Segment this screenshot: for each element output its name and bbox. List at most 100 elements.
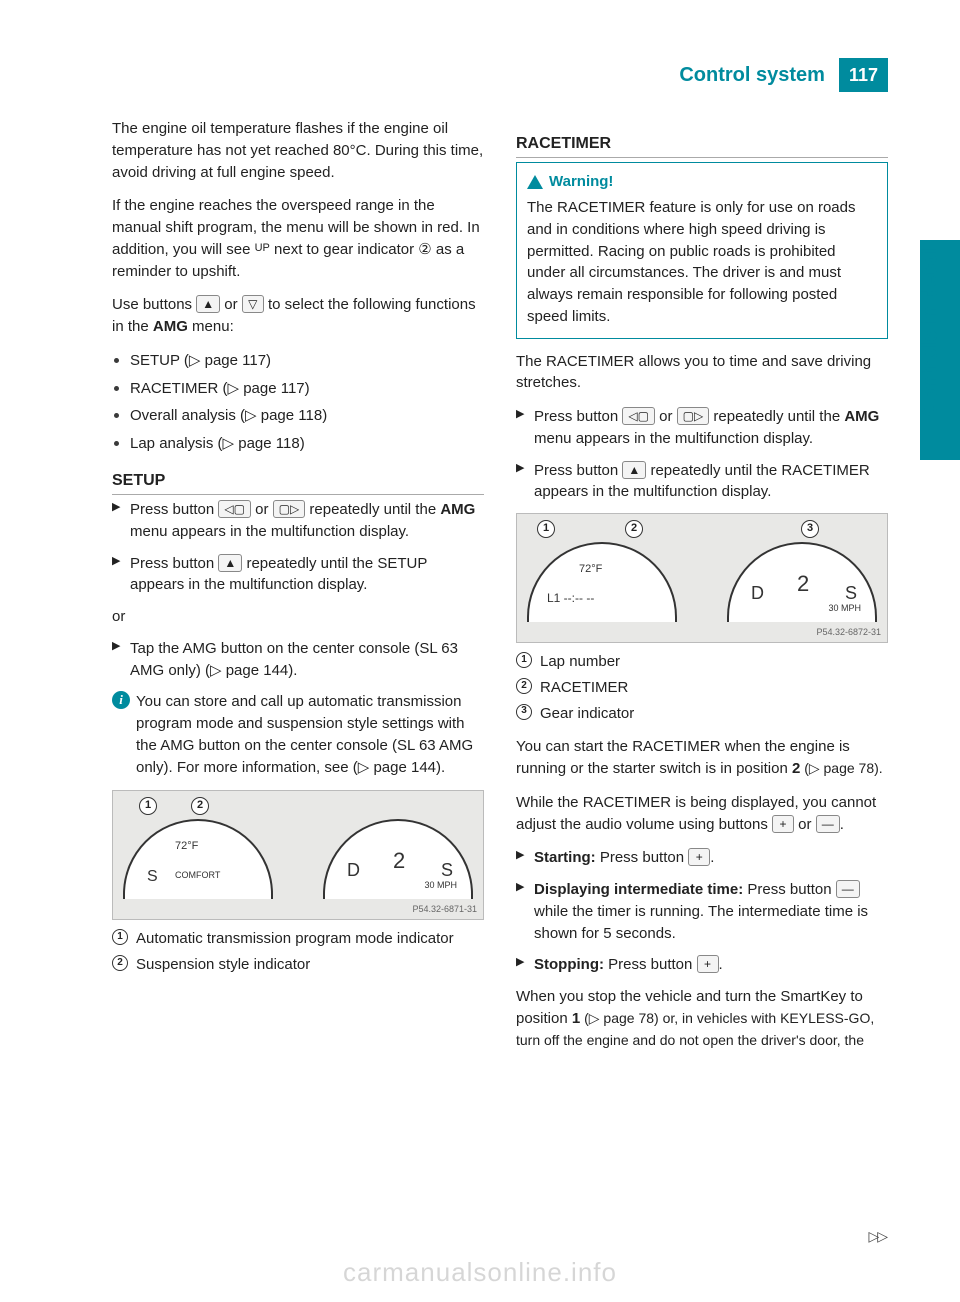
legend-text: RACETIMER <box>540 679 628 696</box>
txt: Tap the AMG button on the center console… <box>130 640 458 679</box>
amg-menu-list: SETUP (▷ page 117) RACETIMER (▷ page 117… <box>112 350 484 455</box>
gauge-gear: 2 <box>797 568 809 600</box>
minus-button-icon: — <box>836 880 860 898</box>
txt: Press button <box>130 555 218 572</box>
right-column: RACETIMER Warning! The RACETIMER feature… <box>516 118 888 1063</box>
callout-2: 2 <box>625 520 643 538</box>
txt: Press button <box>534 408 622 425</box>
callout-3: 3 <box>801 520 819 538</box>
action-bold: Starting: <box>534 849 596 866</box>
step-item: Tap the AMG button on the center console… <box>112 638 484 682</box>
txt: repeatedly until the <box>305 501 440 518</box>
list-item: RACETIMER (▷ page 117) <box>112 378 484 400</box>
callout-2: 2 <box>191 797 209 815</box>
list-label: RACETIMER (▷ page 117) <box>130 380 310 397</box>
txt: Press button <box>130 501 218 518</box>
callout-1: 1 <box>139 797 157 815</box>
txt: repeatedly until the <box>709 408 844 425</box>
txt: menu appears in the multifunction displa… <box>130 523 409 540</box>
legend-num: 1 <box>112 929 128 945</box>
step-item: Press button ◁▢ or ▢▷ repeatedly until t… <box>112 499 484 543</box>
txt: Use buttons <box>112 296 196 313</box>
txt: . <box>710 849 714 866</box>
txt: . <box>840 816 844 833</box>
menu-prev-icon: ◁▢ <box>218 500 251 518</box>
txt: (▷ page 78). <box>800 760 882 776</box>
txt: or <box>251 501 273 518</box>
figure-caption: P54.32-6872-31 <box>816 626 881 639</box>
list-label: SETUP (▷ page 117) <box>130 352 271 369</box>
para-audio-volume: While the RACETIMER is being displayed, … <box>516 792 888 836</box>
txt: while the timer is running. The intermed… <box>534 903 868 942</box>
txt: or <box>794 816 816 833</box>
menu-next-icon: ▢▷ <box>273 500 306 518</box>
action-bold: Displaying intermediate time: <box>534 881 743 898</box>
gauge-left: 72°F S COMFORT <box>123 819 273 899</box>
menu-next-icon: ▢▷ <box>677 407 710 425</box>
txt: menu appears in the multifunction displa… <box>534 430 813 447</box>
legend-item: 3 Gear indicator <box>516 703 888 725</box>
para-oil-temp: The engine oil temperature flashes if th… <box>112 118 484 183</box>
down-button-icon: ▽ <box>242 295 264 313</box>
page-header: Control system 117 <box>112 58 888 92</box>
header-title: Control system <box>679 61 825 90</box>
figure-caption: P54.32-6871-31 <box>412 903 477 916</box>
setup-steps: Press button ◁▢ or ▢▷ repeatedly until t… <box>112 499 484 596</box>
step-item: Starting: Press button +. <box>516 847 888 869</box>
txt: or <box>220 296 242 313</box>
gauge-right: D 2 S 30 MPH <box>727 542 877 622</box>
gauge-speed: 30 MPH <box>828 602 861 615</box>
racetimer-heading: RACETIMER <box>516 132 888 158</box>
plus-button-icon: + <box>697 955 719 973</box>
legend-num: 3 <box>516 704 532 720</box>
up-button-icon: ▲ <box>218 554 242 572</box>
gauge-gear: 2 <box>393 845 405 877</box>
gauge-s: S <box>147 865 158 888</box>
para-overspeed: If the engine reaches the overspeed rang… <box>112 195 484 282</box>
plus-button-icon: + <box>772 815 794 833</box>
txt: Press button <box>534 462 622 479</box>
up-indicator: UP <box>255 242 270 254</box>
para-use-buttons: Use buttons ▲ or ▽ to select the followi… <box>112 294 484 338</box>
minus-button-icon: — <box>816 815 840 833</box>
para-racetimer-intro: The RACETIMER allows you to time and sav… <box>516 351 888 395</box>
info-icon: i <box>112 691 130 709</box>
setup-steps-alt: Tap the AMG button on the center console… <box>112 638 484 682</box>
list-label: Overall analysis (▷ page 118) <box>130 407 327 424</box>
step-item: Press button ▲ repeatedly until the RACE… <box>516 460 888 504</box>
para-stop-vehicle: When you stop the vehicle and turn the S… <box>516 986 888 1051</box>
continuation-icon: ▷▷ <box>868 1226 886 1246</box>
warning-box: Warning! The RACETIMER feature is only f… <box>516 162 888 338</box>
legend-text: Suspension style indicator <box>136 956 310 973</box>
legend-item: 1 Automatic transmission program mode ind… <box>112 928 484 950</box>
list-item: Lap analysis (▷ page 118) <box>112 433 484 455</box>
gauge-temp: 72°F <box>175 839 198 855</box>
setup-figure: 72°F S COMFORT D 2 S 30 MPH 1 2 P54.32-6… <box>112 790 484 920</box>
warning-title: Warning! <box>549 171 613 193</box>
pos-bold: 1 <box>572 1010 580 1027</box>
legend-item: 2RACETIMER <box>516 677 888 699</box>
amg-bold: AMG <box>153 318 188 335</box>
gauge-d: D <box>347 857 360 883</box>
warning-body: The RACETIMER feature is only for use on… <box>527 197 877 328</box>
or-label: or <box>112 606 484 628</box>
setup-heading: SETUP <box>112 469 484 495</box>
gauge-right: D 2 S 30 MPH <box>323 819 473 899</box>
gauge-d: D <box>751 580 764 606</box>
warning-icon <box>527 175 543 189</box>
up-button-icon: ▲ <box>622 461 646 479</box>
legend-text: Lap number <box>540 653 620 670</box>
info-note: i You can store and call up automatic tr… <box>112 691 484 778</box>
callout-1: 1 <box>537 520 555 538</box>
legend-text: Gear indicator <box>540 705 634 722</box>
watermark: carmanualsonline.info <box>0 1254 960 1292</box>
gauge-comfort: COMFORT <box>175 869 220 882</box>
para-start-conditions: You can start the RACETIMER when the eng… <box>516 736 888 780</box>
txt: or <box>655 408 677 425</box>
left-column: The engine oil temperature flashes if th… <box>112 118 484 1063</box>
racetimer-actions: Starting: Press button +. Displaying int… <box>516 847 888 976</box>
txt: Press button <box>596 849 689 866</box>
racetimer-legend: 1Lap number 2RACETIMER 3Gear indicator <box>516 651 888 724</box>
legend-text: Automatic transmission program mode indi… <box>136 930 454 947</box>
list-item: Overall analysis (▷ page 118) <box>112 405 484 427</box>
